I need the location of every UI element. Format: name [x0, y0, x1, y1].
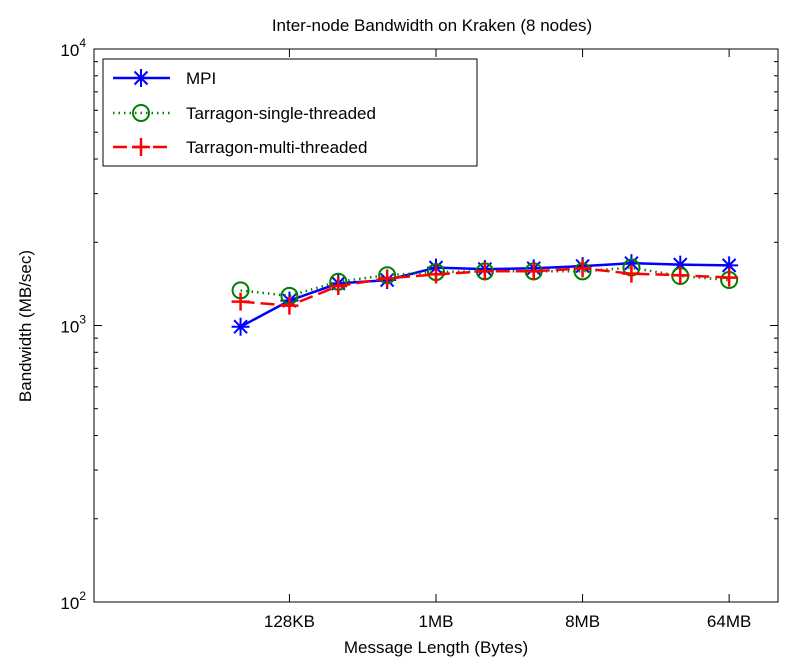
y-tick-label: 104: [60, 36, 86, 60]
chart-title: Inter-node Bandwidth on Kraken (8 nodes): [272, 16, 592, 35]
legend-label: Tarragon-multi-threaded: [186, 138, 367, 157]
data-point: [524, 262, 543, 281]
x-tick-label: 64MB: [707, 612, 751, 631]
x-axis: 128KB 1MB 8MB 64MB: [264, 49, 751, 631]
data-point: [427, 265, 445, 284]
legend: MPI Tarragon-single-threaded Tarragon-mult…: [102, 58, 478, 167]
series-2: [231, 259, 739, 315]
x-tick-label: 128KB: [264, 612, 315, 631]
y-axis-label: Bandwidth (MB/sec): [16, 250, 35, 402]
legend-marker: [132, 138, 150, 156]
data-point: [280, 296, 299, 315]
y-tick-label: 103: [60, 313, 86, 337]
x-axis-label: Message Length (Bytes): [344, 638, 528, 657]
x-tick-label: 1MB: [419, 612, 454, 631]
data-point: [475, 262, 494, 281]
x-tick-label: 8MB: [565, 612, 600, 631]
series-layer: [231, 254, 739, 336]
data-point: [231, 292, 250, 311]
data-point: [329, 276, 348, 295]
data-point: [671, 266, 690, 285]
legend-label: MPI: [186, 69, 216, 88]
y-tick-label: 102: [60, 589, 86, 613]
legend-marker: [132, 69, 150, 87]
data-point: [720, 268, 739, 287]
data-point: [622, 264, 641, 283]
y-axis: 102 103 104: [60, 36, 778, 613]
data-point: [231, 317, 250, 336]
series-line: [240, 266, 730, 298]
data-point: [378, 269, 397, 288]
legend-label: Tarragon-single-threaded: [186, 104, 376, 123]
legend-marker: [132, 104, 150, 122]
data-point: [573, 259, 592, 278]
